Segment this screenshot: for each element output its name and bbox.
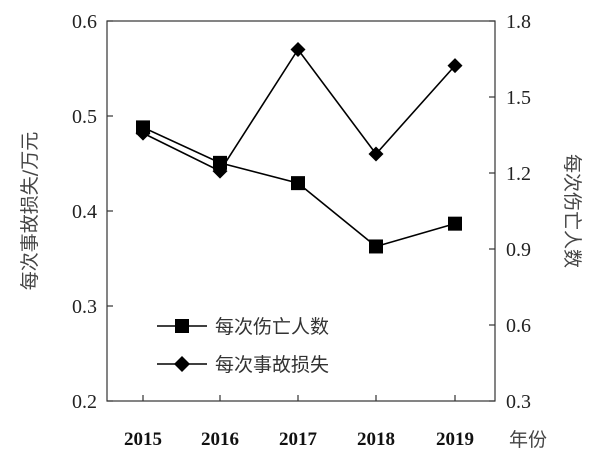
right-tick-label: 0.9 [506, 239, 531, 261]
series-line-loss [142, 48, 456, 173]
data-point-loss [290, 42, 306, 57]
right-tick-label: 0.6 [506, 315, 531, 337]
x-axis-title: 年份 [509, 429, 547, 451]
right-tick-label: 1.2 [506, 163, 531, 185]
right-axis-title: 每次伤亡人数 [561, 154, 583, 268]
data-point-casualties [369, 239, 383, 254]
x-tick-label: 2017 [279, 429, 318, 450]
x-tick-label: 2019 [436, 429, 474, 450]
left-tick-label: 0.3 [72, 296, 97, 318]
left-axis-title: 每次事故损失/万元 [19, 132, 41, 290]
legend-label-casualties: 每次伤亡人数 [215, 316, 329, 338]
data-point-loss [212, 163, 228, 179]
right-y-axis: 0.3 0.6 0.9 1.2 1.5 1.8 [489, 11, 531, 413]
x-tick-label: 2016 [201, 429, 239, 450]
left-tick-label: 0.5 [72, 106, 97, 128]
left-tick-label: 0.4 [72, 201, 97, 223]
right-tick-label: 1.8 [506, 11, 531, 33]
legend-marker-diamond [174, 356, 190, 372]
data-point-loss [447, 58, 463, 74]
right-tick-label: 0.3 [506, 391, 531, 413]
plot-frame [106, 20, 496, 402]
legend-label-loss: 每次事故损失 [215, 354, 329, 376]
x-tick-label: 2015 [124, 429, 162, 450]
x-axis: 2015 2016 2017 2018 2019 [124, 395, 474, 450]
legend: 每次伤亡人数 每次事故损失 [157, 316, 329, 376]
left-tick-label: 0.6 [72, 11, 97, 33]
left-y-axis: 0.2 0.3 0.4 0.5 0.6 [72, 11, 113, 413]
data-point-loss [135, 125, 151, 141]
series-layer [135, 42, 463, 254]
right-tick-label: 1.5 [506, 87, 531, 109]
legend-marker-square [175, 319, 189, 333]
data-point-loss [368, 146, 384, 162]
x-tick-label: 2018 [357, 429, 395, 450]
data-point-casualties [448, 216, 462, 231]
left-tick-label: 0.2 [72, 391, 97, 413]
data-point-casualties [291, 176, 305, 191]
